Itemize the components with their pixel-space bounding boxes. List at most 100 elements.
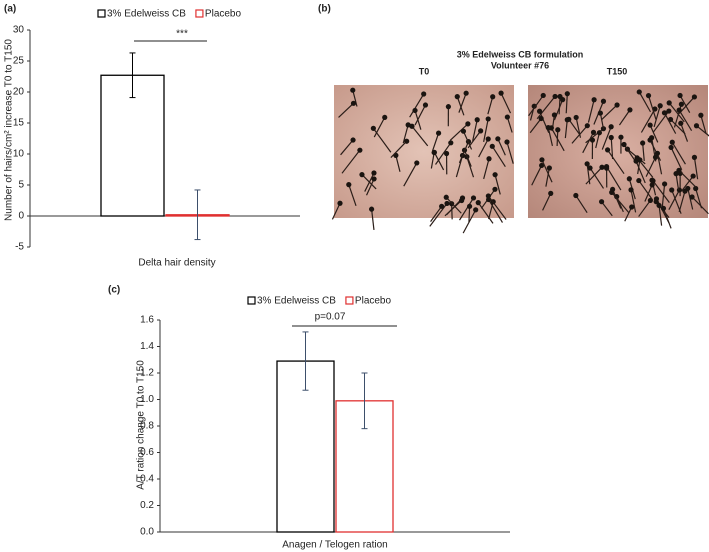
follicle <box>657 103 663 109</box>
follicle <box>421 91 427 97</box>
hair <box>624 206 633 222</box>
hair <box>630 189 637 213</box>
follicle <box>473 207 479 213</box>
follicle <box>495 136 501 142</box>
follicle <box>405 122 411 128</box>
follicle <box>627 107 633 113</box>
follicle <box>600 98 607 104</box>
follicle <box>371 170 377 176</box>
hair <box>582 132 595 154</box>
follicle <box>689 194 695 200</box>
panel-label: (b) <box>318 4 331 15</box>
follicle <box>629 204 635 210</box>
hair <box>478 138 489 158</box>
hair <box>678 169 697 188</box>
follicle <box>454 94 460 100</box>
hair <box>395 155 401 172</box>
hair <box>458 141 470 164</box>
follicle <box>573 192 579 199</box>
follicle <box>698 112 704 118</box>
hair <box>472 119 478 141</box>
hair <box>678 109 693 131</box>
error-bar <box>194 189 201 241</box>
follicle <box>649 177 655 183</box>
follicle <box>640 140 646 146</box>
hair <box>445 196 462 214</box>
hair <box>589 167 605 189</box>
error-bar <box>361 372 368 430</box>
follicle <box>443 194 449 200</box>
hair <box>331 202 341 220</box>
follicle <box>621 141 627 148</box>
hair <box>483 158 490 180</box>
follicle <box>492 186 498 192</box>
hair <box>642 142 645 161</box>
follicle <box>691 94 698 100</box>
follicle <box>370 125 376 131</box>
follicle <box>691 154 698 160</box>
hair <box>506 141 514 164</box>
hair <box>466 156 475 178</box>
follicle <box>478 128 484 134</box>
follicle <box>652 154 659 160</box>
hair <box>500 92 512 114</box>
hair <box>640 108 656 133</box>
hair <box>618 109 631 126</box>
follicle <box>414 160 420 166</box>
hair <box>611 192 630 214</box>
hair <box>487 195 507 220</box>
hair <box>687 188 694 210</box>
hair <box>483 118 489 142</box>
hair <box>606 166 622 191</box>
follicle <box>609 189 615 195</box>
follicle <box>350 100 357 106</box>
follicle <box>350 87 356 93</box>
follicle <box>661 110 668 116</box>
hair <box>679 95 691 113</box>
hair <box>645 156 657 177</box>
x-axis-label: Delta hair density <box>138 258 215 269</box>
follicle <box>597 110 603 116</box>
hair <box>635 160 646 184</box>
hair <box>585 166 603 185</box>
hair <box>372 127 392 153</box>
follicle <box>546 165 552 171</box>
hair <box>402 124 409 144</box>
y-axis-label: Number of hairs/cm² increase T0 to T150 <box>4 39 15 221</box>
follicle <box>439 203 445 209</box>
hair <box>601 201 613 217</box>
hair <box>547 127 554 146</box>
follicle <box>359 172 365 178</box>
x-axis-label: Anagen / Telogen ration <box>282 540 387 551</box>
y-tick-label: 25 <box>13 56 25 67</box>
follicle <box>459 197 465 204</box>
y-tick-label: 20 <box>13 87 25 98</box>
legend-label: Placebo <box>355 296 392 307</box>
follicle <box>604 147 611 153</box>
legend-label: 3% Edelweiss CB <box>257 296 336 307</box>
follicle <box>636 177 642 184</box>
follicle <box>466 203 473 209</box>
hair <box>663 112 677 134</box>
follicle <box>603 164 610 170</box>
hair <box>662 208 672 229</box>
follicle <box>669 139 675 145</box>
annotation: *** <box>176 29 188 40</box>
hair-texture <box>331 87 709 234</box>
y-tick-label: 10 <box>13 149 25 160</box>
follicle <box>431 149 437 155</box>
hair <box>468 206 471 223</box>
follicle <box>445 104 451 110</box>
follicle <box>448 140 454 146</box>
follicle <box>564 91 570 97</box>
follicle <box>369 206 375 212</box>
follicle <box>656 202 662 209</box>
hair <box>506 116 513 133</box>
panel-label: (a) <box>4 4 16 15</box>
y-tick-label: 1.6 <box>140 315 154 326</box>
hair <box>678 96 695 114</box>
hair <box>668 102 685 123</box>
hair <box>456 96 465 116</box>
follicle <box>557 93 563 100</box>
follicle <box>475 199 481 206</box>
